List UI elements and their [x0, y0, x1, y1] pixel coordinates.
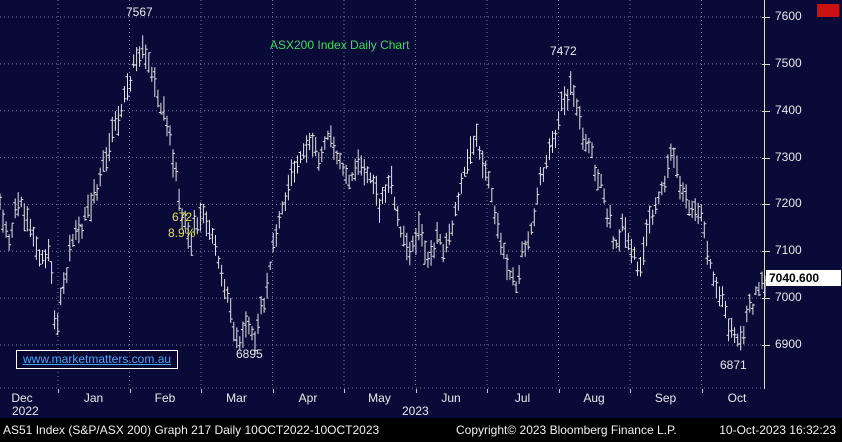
x-axis-month-label: Apr — [298, 391, 318, 405]
y-axis-label: 7500 — [775, 56, 802, 70]
annotation-peak-feb: 7567 — [126, 5, 153, 19]
status-bar: AS51 Index (S&P/ASX 200) Graph 217 Daily… — [0, 418, 842, 442]
x-axis-tick — [201, 389, 202, 393]
y-axis-tick — [762, 111, 770, 112]
y-axis-label: 7000 — [775, 290, 802, 304]
x-axis-month-label: Mar — [226, 391, 247, 405]
x-axis: 2022 2023 Dec Jan Feb Mar Apr May Jun Jul Aug Sep… — [0, 389, 842, 418]
y-axis-label: 6900 — [775, 337, 802, 351]
annotation-chart-title: ASX200 Index Daily Chart — [270, 38, 410, 52]
x-axis-tick — [129, 389, 131, 393]
y-axis-label: 7400 — [775, 103, 802, 117]
y-axis-label: 7200 — [775, 196, 802, 210]
x-axis-tick — [630, 389, 631, 393]
x-axis-tick — [487, 389, 488, 393]
ohlc-chart — [0, 0, 766, 389]
x-axis-tick — [344, 389, 345, 393]
copyright-text: Copyright© 2023 Bloomberg Finance L.P. — [456, 423, 677, 437]
y-axis: 7040.600 7600 7500 7400 7300 7200 7100 7000 690… — [762, 0, 842, 389]
x-axis-month-label: Jan — [83, 391, 104, 405]
x-axis-tick — [58, 389, 59, 393]
last-price-label: 7040.600 — [766, 270, 841, 286]
x-axis-year-2022: 2022 — [12, 404, 39, 418]
x-axis-month-label: May — [368, 391, 391, 405]
y-axis-label: 7300 — [775, 150, 802, 164]
red-alert-marker[interactable] — [817, 4, 839, 17]
x-axis-month-label: Feb — [154, 391, 176, 405]
y-axis-tick — [762, 251, 770, 252]
marketmatters-link[interactable]: www.marketmatters.com.au — [16, 350, 179, 369]
y-axis-tick — [762, 158, 770, 159]
y-axis-tick — [762, 64, 770, 65]
annotation-low-mar: 6895 — [236, 347, 263, 361]
x-axis-month-label: Sep — [654, 391, 677, 405]
x-axis-month-label: Aug — [583, 391, 605, 405]
x-axis-tick — [415, 389, 417, 393]
y-axis-tick — [762, 204, 770, 205]
price-chart-area[interactable]: 7567 ASX200 Index Daily Chart 7472 672 8.9% 6… — [0, 0, 766, 389]
x-axis-tick — [701, 389, 703, 393]
y-axis-tick — [762, 298, 770, 299]
x-axis-month-label: Jun — [441, 391, 461, 405]
annotation-range-pct: 8.9% — [168, 226, 196, 240]
y-axis-tick — [762, 17, 770, 18]
y-axis-label: 7600 — [775, 9, 802, 23]
y-axis-label: 7100 — [775, 243, 802, 257]
annotation-range-points: 672 — [172, 210, 193, 224]
x-axis-year-2023: 2023 — [402, 404, 429, 418]
x-axis-month-label: Dec — [11, 391, 33, 405]
y-axis-tick — [762, 345, 770, 346]
annotation-low-sep: 6871 — [720, 358, 747, 372]
marketmatters-link-text: www.marketmatters.com.au — [23, 352, 172, 366]
x-axis-month-label: Jul — [514, 391, 531, 405]
x-axis-tick — [558, 389, 560, 393]
x-axis-month-label: Oct — [727, 391, 747, 405]
x-axis-tick — [272, 389, 274, 393]
annotation-peak-jul: 7472 — [550, 44, 577, 58]
instrument-description: AS51 Index (S&P/ASX 200) Graph 217 Daily… — [3, 423, 380, 437]
terminal-timestamp: 10-Oct-2023 16:32:23 — [719, 423, 836, 437]
ohlc-bars — [0, 35, 766, 354]
